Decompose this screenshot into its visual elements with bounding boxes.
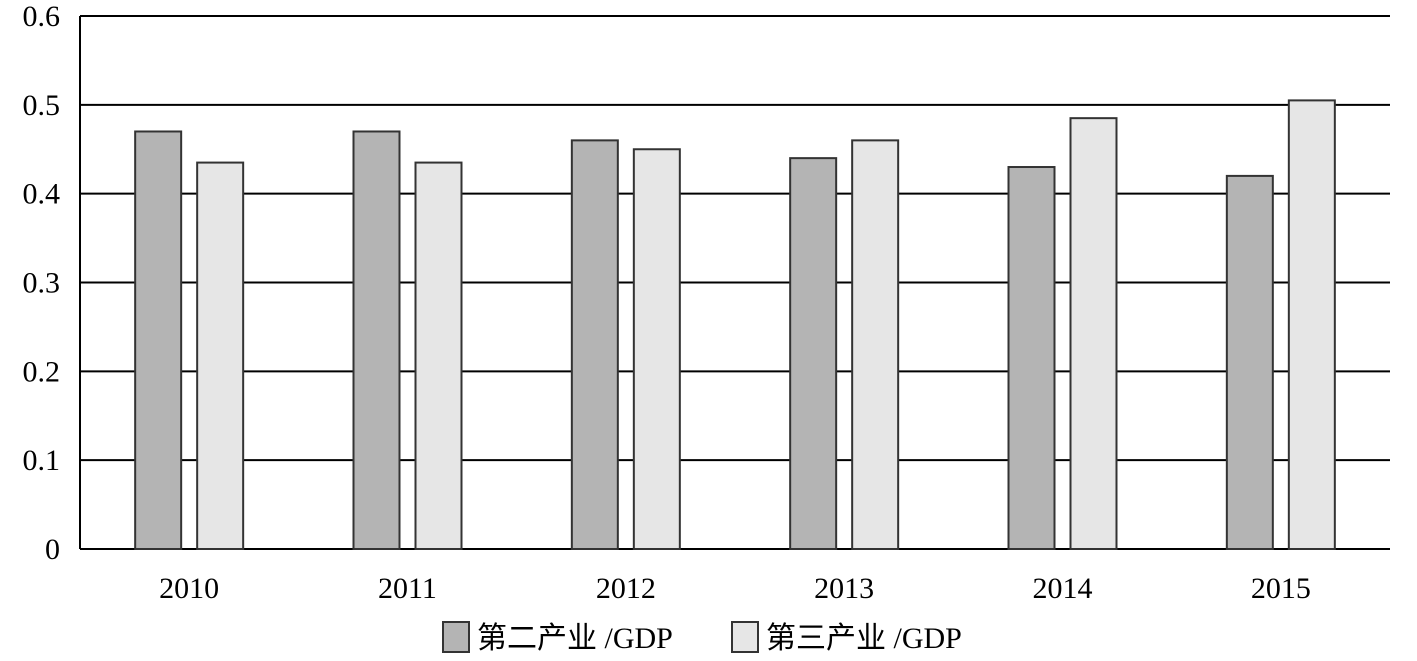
bars xyxy=(134,99,1336,551)
y-tick-label: 0.1 xyxy=(23,444,61,477)
legend: 第二产业 /GDP 第三产业 /GDP xyxy=(442,621,962,655)
bar-tertiary-2011 xyxy=(414,161,463,550)
y-tick-label: 0.3 xyxy=(23,267,61,300)
bar-secondary-2010 xyxy=(134,130,183,550)
bar-secondary-2015 xyxy=(1225,174,1274,550)
bar-tertiary-2010 xyxy=(196,161,245,550)
x-tick-label: 2010 xyxy=(159,572,219,605)
bar-tertiary-2012 xyxy=(632,148,681,550)
legend-label: 第二产业 /GDP xyxy=(477,622,673,655)
x-tick-label: 2014 xyxy=(1033,572,1093,605)
bar-tertiary-2015 xyxy=(1287,99,1336,551)
x-tick-label: 2012 xyxy=(596,572,656,605)
legend-label: 第三产业 /GDP xyxy=(766,622,962,655)
x-axis-ticks: 2010 2011 2012 2013 2014 2015 xyxy=(159,572,1311,605)
x-tick-label: 2015 xyxy=(1251,572,1311,605)
legend-swatch xyxy=(731,621,759,653)
x-tick-label: 2013 xyxy=(814,572,874,605)
y-tick-label: 0.2 xyxy=(23,355,61,388)
bar-tertiary-2014 xyxy=(1069,117,1118,551)
y-tick-label: 0 xyxy=(45,533,60,566)
bar-secondary-2014 xyxy=(1007,166,1056,550)
bar-secondary-2012 xyxy=(570,139,619,550)
y-tick-label: 0.4 xyxy=(23,178,61,211)
legend-swatch xyxy=(442,621,470,653)
y-tick-label: 0.5 xyxy=(23,89,61,122)
bar-secondary-2011 xyxy=(352,130,401,550)
bar-secondary-2013 xyxy=(789,157,838,550)
y-tick-label: 0.6 xyxy=(23,0,61,33)
x-tick-label: 2011 xyxy=(378,572,437,605)
y-axis-ticks: 0 0.1 0.2 0.3 0.4 0.5 0.6 xyxy=(23,0,61,566)
grid-lines xyxy=(80,15,1390,550)
bar-tertiary-2013 xyxy=(851,139,900,550)
